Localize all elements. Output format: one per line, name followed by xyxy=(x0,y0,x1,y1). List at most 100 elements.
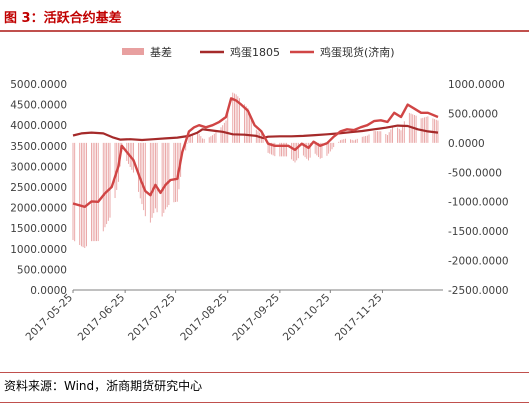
basis-bar xyxy=(175,142,177,202)
source-note: 资料来源：Wind，浙商期货研究中心 xyxy=(4,379,203,393)
basis-bar xyxy=(82,142,84,248)
basis-bar xyxy=(235,94,237,143)
basis-bar xyxy=(80,142,82,247)
basis-bar xyxy=(250,118,252,143)
legend-label: 鸡蛋1805 xyxy=(230,45,280,59)
basis-bar xyxy=(188,136,190,143)
basis-bar xyxy=(203,138,205,143)
basis-bar xyxy=(269,142,271,154)
basis-bar xyxy=(161,142,163,217)
basis-bar xyxy=(279,142,281,157)
basis-bar xyxy=(144,142,146,217)
basis-bar xyxy=(378,131,380,143)
basis-bar xyxy=(215,132,217,143)
basis-bar xyxy=(403,121,405,143)
basis-bar xyxy=(272,142,274,156)
basis-bar xyxy=(191,134,193,143)
basis-bar xyxy=(102,142,104,232)
basis-bar xyxy=(166,142,168,208)
basis-bar xyxy=(355,139,356,143)
series-line-spot-jinan xyxy=(72,97,439,208)
basis-bar xyxy=(190,135,192,143)
basis-bar xyxy=(338,141,340,143)
basis-bar xyxy=(284,142,286,157)
basis-bar xyxy=(294,142,296,163)
basis-bar xyxy=(213,133,215,143)
basis-bar xyxy=(143,142,145,211)
basis-bar xyxy=(397,127,399,143)
basis-bar xyxy=(274,142,276,157)
right-axis-tick-label: -1500.0000 xyxy=(448,226,509,238)
basis-bar xyxy=(385,134,387,143)
left-axis-tick-label: 3500.0000 xyxy=(10,141,67,153)
basis-bar xyxy=(185,142,187,151)
left-axis-tick-label: 1000.0000 xyxy=(10,244,67,256)
title-bar: 图 3：活跃合约基差 xyxy=(0,0,529,32)
basis-bar xyxy=(271,142,272,155)
basis-bar xyxy=(343,139,345,143)
bottom-border xyxy=(0,402,529,403)
basis-bar xyxy=(304,142,306,158)
basis-bar xyxy=(149,142,151,223)
basis-bar xyxy=(232,92,234,143)
basis-bar xyxy=(86,142,87,247)
left-axis-tick-label: 5000.0000 xyxy=(10,79,67,91)
basis-bar xyxy=(321,142,323,158)
basis-bar xyxy=(292,142,294,161)
right-axis-tick-label: -2500.0000 xyxy=(448,285,509,297)
basis-bar xyxy=(163,142,165,213)
basis-bar xyxy=(91,142,92,242)
basis-bar xyxy=(200,136,202,143)
x-axis-tick-label: 2017-09-25 xyxy=(230,292,282,344)
basis-bar xyxy=(387,135,388,143)
figure-title: 图 3：活跃合约基差 xyxy=(4,11,122,26)
basis-bar xyxy=(297,142,299,159)
basis-bar xyxy=(97,142,99,242)
left-axis-tick-label: 0.0000 xyxy=(30,285,67,297)
basis-bar xyxy=(376,131,378,143)
basis-bar xyxy=(212,135,214,143)
basis-bar xyxy=(176,142,178,202)
basis-bar xyxy=(306,142,308,159)
basis-bar xyxy=(222,125,224,143)
x-axis-tick-label: 2017-06-25 xyxy=(76,292,128,344)
x-axis-tick-label: 2017-10-25 xyxy=(281,292,333,344)
basis-bar xyxy=(361,136,363,143)
basis-bar xyxy=(339,140,341,143)
basis-bar xyxy=(237,96,239,143)
right-axis-tick-label: 0.0000 xyxy=(448,138,485,150)
basis-bar xyxy=(353,140,355,143)
left-axis-tick-label: 4000.0000 xyxy=(10,120,67,132)
basis-bar xyxy=(326,142,328,156)
basis-bar xyxy=(234,93,235,143)
basis-bar xyxy=(138,142,140,192)
basis-bar xyxy=(104,142,106,228)
basis-bar xyxy=(314,142,316,154)
basis-bar xyxy=(109,142,111,218)
left-axis-tick-label: 2500.0000 xyxy=(10,182,67,194)
basis-bar xyxy=(318,142,319,158)
basis-bar xyxy=(356,138,358,143)
chart-area: 0.0000 500.0000 1000.0000 1500.0000 2000.000… xyxy=(0,32,529,372)
basis-bar xyxy=(375,131,377,143)
left-axis-tick-label: 500.0000 xyxy=(17,264,67,276)
basis-bar xyxy=(210,136,212,143)
basis-bar xyxy=(281,142,282,157)
basis-bar xyxy=(390,129,392,143)
basis-bar xyxy=(331,142,333,150)
basis-bar xyxy=(398,128,400,143)
basis-bar xyxy=(173,142,175,203)
basis-bar xyxy=(186,142,188,144)
basis-bar xyxy=(249,113,251,143)
left-axis-tick-label: 4500.0000 xyxy=(10,100,67,112)
basis-bar xyxy=(245,106,247,143)
basis-bar xyxy=(432,118,434,143)
basis-bar xyxy=(308,142,309,161)
basis-bar xyxy=(114,142,116,199)
basis-bar xyxy=(156,142,158,213)
legend-swatch-basis xyxy=(122,48,144,55)
left-axis-tick-label: 3000.0000 xyxy=(10,161,67,173)
basis-bar xyxy=(79,142,81,246)
basis-bar xyxy=(202,138,203,143)
basis-bar xyxy=(168,142,170,205)
